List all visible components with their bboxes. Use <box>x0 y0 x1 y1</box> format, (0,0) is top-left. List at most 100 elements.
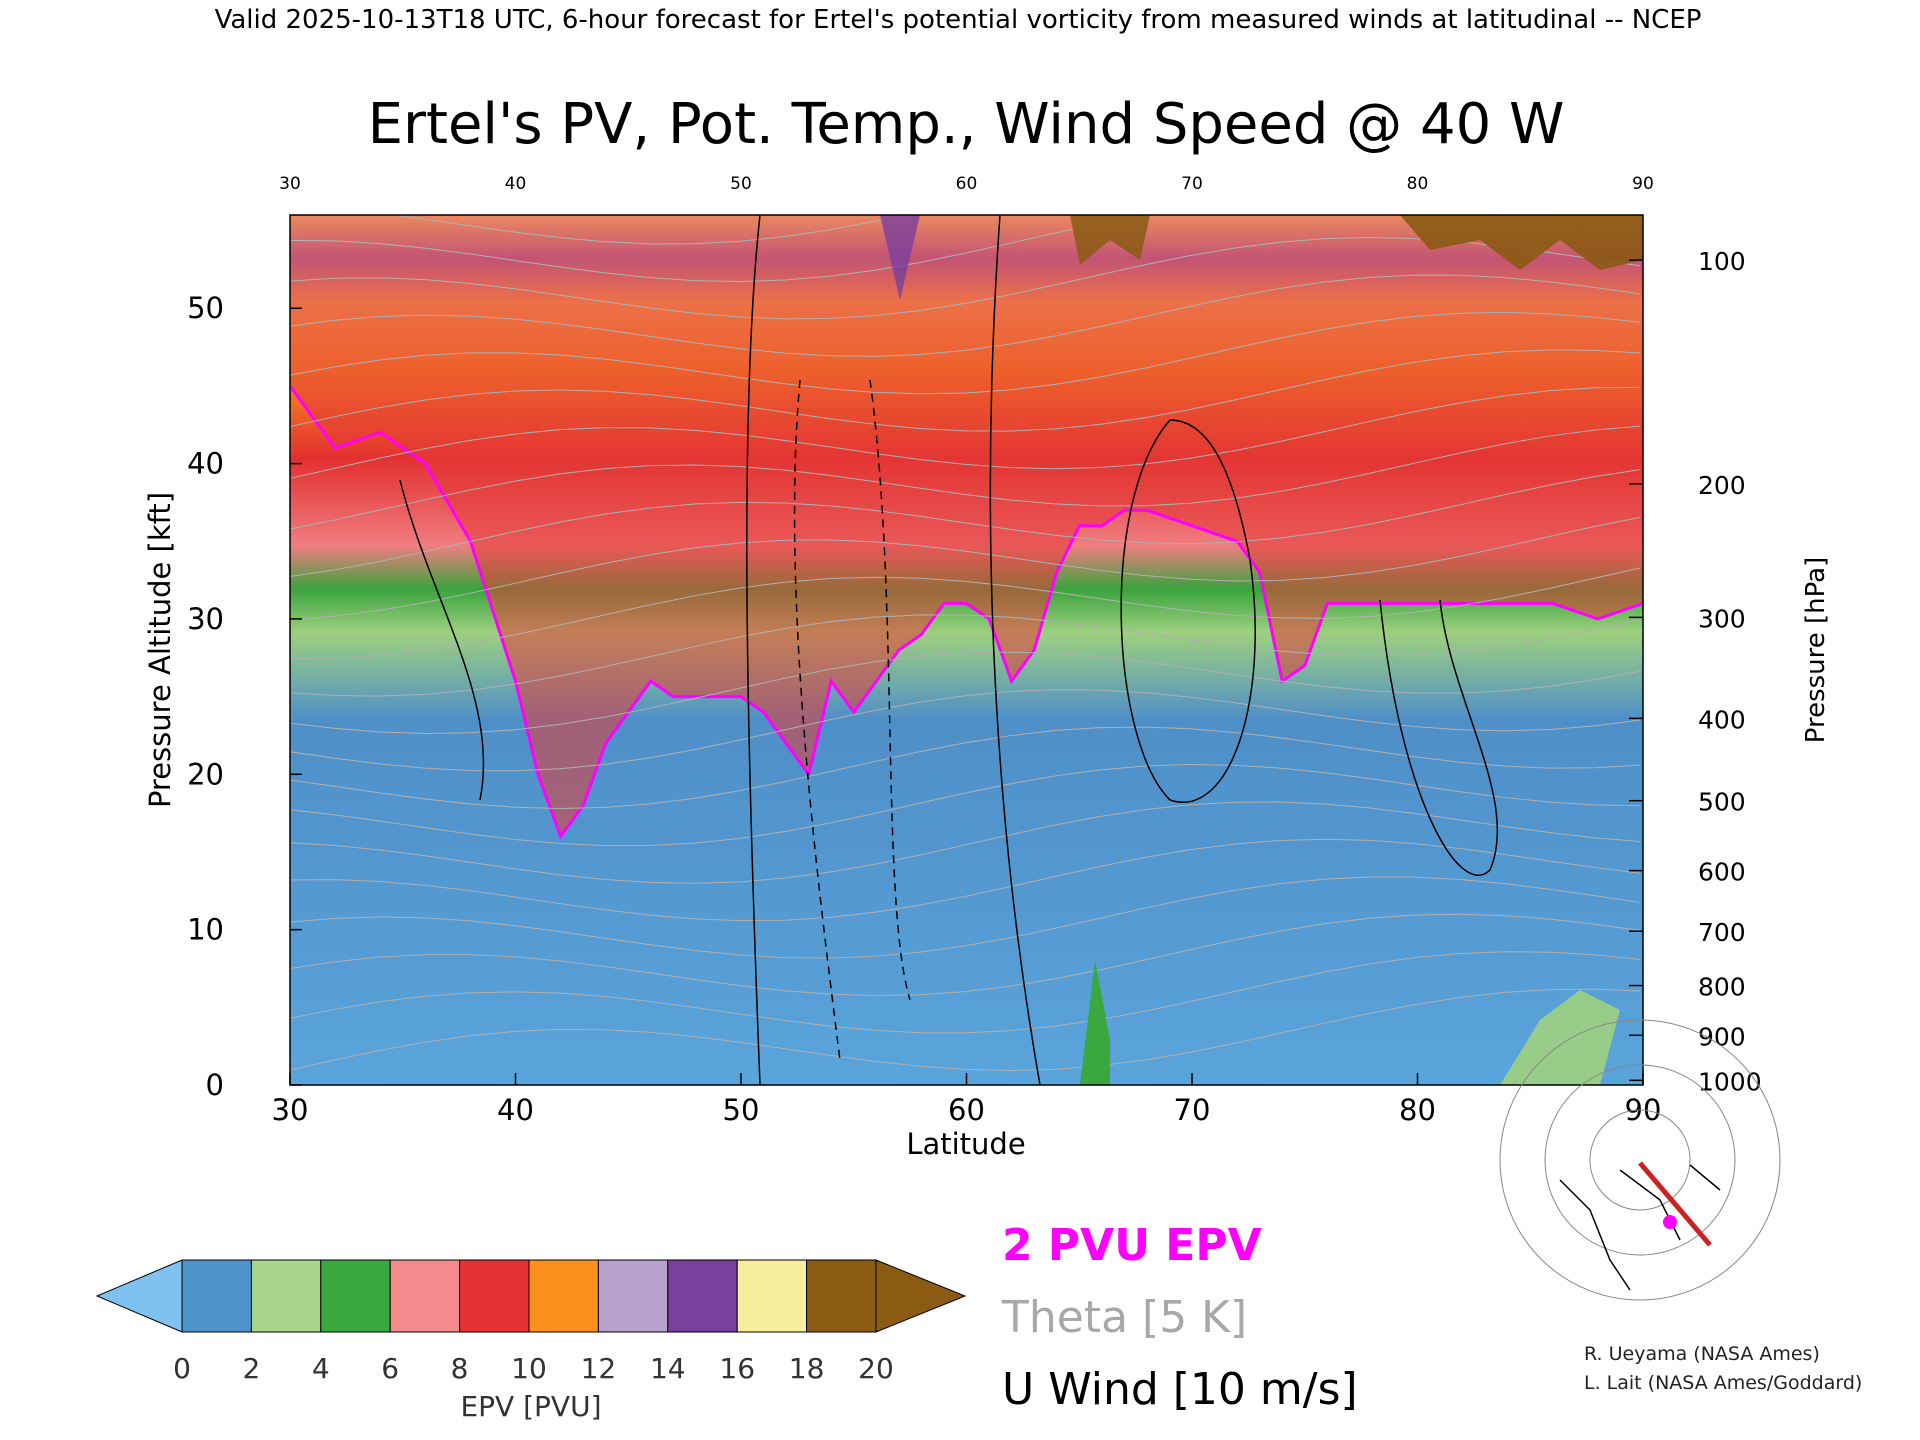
colorbar-cell <box>389 1259 461 1333</box>
pv-peak <box>880 215 920 300</box>
u-wind-contour <box>1379 599 1499 876</box>
theta-contour <box>290 614 1641 697</box>
y-axis-label: Pressure Altitude [kft] <box>143 492 177 808</box>
theta-contour <box>290 236 1641 320</box>
u-wind-contour-negative <box>869 379 911 1001</box>
x-tick-top-label: 90 <box>1632 174 1654 194</box>
pressure-tick-label: 700 <box>1698 918 1746 947</box>
colorbar-tick-label: 8 <box>451 1352 469 1385</box>
u-wind-contour-negative <box>793 379 841 1061</box>
theta-contour <box>290 951 1641 1034</box>
x-axis-label: Latitude <box>906 1127 1025 1161</box>
pressure-tick-label: 200 <box>1698 471 1746 500</box>
x-tick-top-label: 80 <box>1407 174 1429 194</box>
y-tick-label: 10 <box>187 913 224 947</box>
colorbar-tick-label: 2 <box>242 1352 260 1385</box>
u-wind-contour <box>399 479 485 801</box>
u-wind-contour <box>1120 419 1256 803</box>
y-tick-label: 50 <box>187 291 224 325</box>
theta-contour <box>290 274 1641 357</box>
colorbar-tick-label: 16 <box>719 1352 755 1385</box>
colorbar-tick-label: 20 <box>858 1352 894 1385</box>
locator-marker <box>1663 1215 1677 1229</box>
high-pv-blobs <box>880 215 1643 1085</box>
pv-peak <box>1400 215 1643 270</box>
credit-line-2: L. Lait (NASA Ames/Goddard) <box>1584 1372 1862 1394</box>
colorbar-cell <box>320 1259 391 1333</box>
theta-contour <box>290 801 1641 884</box>
theta-contour <box>290 349 1641 432</box>
header-text: Valid 2025-10-13T18 UTC, 6-hour forecast… <box>215 5 1702 35</box>
plot-area <box>290 215 1643 1085</box>
x-axis-top: 30 40 50 60 70 80 90 <box>279 174 1654 194</box>
credit-line-1: R. Ueyama (NASA Ames) <box>1584 1343 1820 1365</box>
x-tick-top-label: 40 <box>505 174 527 194</box>
pressure-tick-label: 100 <box>1698 247 1746 276</box>
surface-pv-blob <box>1500 990 1620 1085</box>
colorbar-label: EPV [PVU] <box>460 1390 601 1423</box>
theta-contour <box>290 651 1641 735</box>
y-axis-left: 0 10 20 30 40 50 <box>187 291 302 1102</box>
theta-contour <box>290 215 907 245</box>
x-tick-label: 50 <box>723 1093 760 1127</box>
legend: 2 PVU EPV Theta [5 K] U Wind [10 m/s] <box>1001 1220 1358 1415</box>
u-wind-contour <box>746 215 761 1085</box>
pressure-tick-label: 800 <box>1698 973 1746 1002</box>
locator-grid-circle <box>1499 1019 1781 1301</box>
colorbar-ticks: 0 2 4 6 8 10 12 14 16 18 20 <box>173 1352 894 1385</box>
pressure-tick-label: 300 <box>1698 604 1746 633</box>
colorbar-tick-label: 6 <box>381 1352 399 1385</box>
locator-section-line <box>1638 1161 1712 1247</box>
x-tick-label: 60 <box>948 1093 985 1127</box>
y-tick-label: 0 <box>206 1068 224 1102</box>
theta-contour <box>290 689 1641 772</box>
x-tick-label: 40 <box>497 1093 534 1127</box>
pv-peak <box>1070 215 1150 265</box>
colorbar-cells <box>181 1259 877 1333</box>
tropopause-2pvu-line <box>290 385 1643 840</box>
theta-contours <box>290 215 1641 1072</box>
theta-contour <box>290 215 1641 282</box>
colorbar-tick-label: 0 <box>173 1352 191 1385</box>
colorbar-over-arrow <box>875 1259 967 1333</box>
legend-theta: Theta [5 K] <box>1001 1292 1247 1343</box>
surface-pv-blob <box>1080 960 1110 1085</box>
x-axis-bottom: 30 40 50 60 70 80 90 <box>272 1073 1661 1127</box>
y-tick-label: 20 <box>187 757 224 791</box>
pressure-tick-label: 1000 <box>1698 1067 1762 1096</box>
theta-contour <box>290 516 1641 621</box>
theta-contour <box>290 913 1641 997</box>
pressure-tick-label: 400 <box>1698 705 1746 734</box>
theta-contour <box>290 876 1641 959</box>
colorbar-cell <box>597 1259 669 1333</box>
colorbar-cell <box>806 1259 877 1333</box>
x-tick-label: 30 <box>272 1093 309 1127</box>
colorbar-cell <box>736 1259 808 1333</box>
u-wind-contour <box>989 215 1041 1085</box>
theta-contour <box>290 425 1641 530</box>
colorbar-tick-label: 10 <box>511 1352 547 1385</box>
theta-contour <box>290 567 1641 660</box>
colorbar-cell <box>181 1259 252 1333</box>
colorbar-tick-label: 18 <box>789 1352 825 1385</box>
colorbar-cell <box>667 1259 738 1333</box>
u-wind-contours <box>399 215 1499 1085</box>
colorbar-cell <box>528 1259 599 1333</box>
colorbar-tick-label: 12 <box>581 1352 617 1385</box>
colorbar: 0 2 4 6 8 10 12 14 16 18 20 EPV [PVU] <box>95 1259 967 1423</box>
legend-epv: 2 PVU EPV <box>1002 1220 1262 1271</box>
colorbar-tick-label: 14 <box>650 1352 686 1385</box>
x-tick-top-label: 30 <box>279 174 301 194</box>
colorbar-under-arrow <box>95 1259 183 1333</box>
y-tick-label: 40 <box>187 447 224 481</box>
y-tick-label: 30 <box>187 602 224 636</box>
x-tick-label: 70 <box>1174 1093 1211 1127</box>
chart-title: Ertel's PV, Pot. Temp., Wind Speed @ 40 … <box>368 92 1565 157</box>
theta-contour <box>290 311 1641 395</box>
y-axis-right-label: Pressure [hPa] <box>1801 557 1831 744</box>
theta-contour <box>290 988 1641 1072</box>
theta-contour <box>290 386 1641 479</box>
x-tick-label: 80 <box>1399 1093 1436 1127</box>
pressure-tick-label: 600 <box>1698 858 1746 887</box>
